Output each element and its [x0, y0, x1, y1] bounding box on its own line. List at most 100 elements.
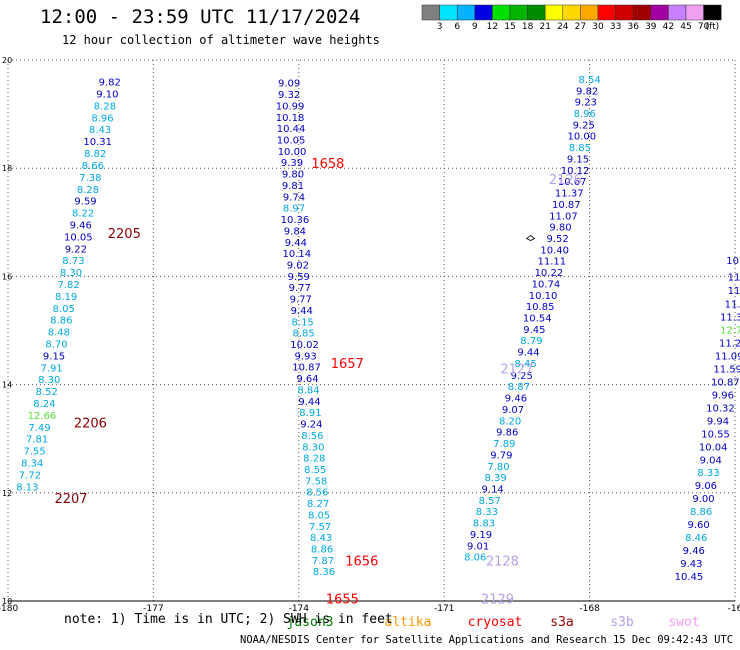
track-id-label: 2206	[74, 416, 107, 431]
wave-height-value: 8.96	[574, 109, 596, 120]
y-tick-label: 10	[2, 597, 12, 606]
wave-height-value: 9.39	[281, 158, 303, 169]
credit-line: NOAA/NESDIS Center for Satellite Applica…	[240, 634, 740, 646]
wave-height-value: 10	[726, 256, 739, 267]
wave-height-value: 10.00	[278, 147, 307, 158]
y-tick-label: 12	[2, 489, 12, 498]
wave-height-value: 9.44	[298, 397, 320, 408]
wave-height-value: 10.40	[540, 245, 569, 256]
wave-height-value: 8.45	[514, 359, 536, 370]
legend-swatch	[562, 4, 581, 21]
wave-height-value: 9.25	[573, 120, 595, 131]
wave-height-value: 9.82	[576, 86, 598, 97]
wave-height-value: 8.05	[53, 304, 75, 315]
wave-height-value: 9.15	[43, 351, 65, 362]
wave-height-value: 9.44	[291, 306, 313, 317]
wave-height-value: 8.87	[508, 382, 530, 393]
wave-height-value: 8.43	[89, 125, 111, 136]
legend-tick-label: 21	[539, 22, 550, 32]
legend-tick-label: 12	[487, 22, 498, 32]
track-id-label: 1656	[345, 554, 378, 569]
wave-height-value: 7.87	[312, 556, 334, 567]
wave-height-value: 10.18	[276, 113, 305, 124]
wave-height-value: 10.74	[532, 279, 561, 290]
wave-height-value: 9.22	[65, 244, 87, 255]
wave-height-value: 8.85	[293, 329, 315, 340]
wave-height-value: 8.28	[77, 185, 99, 196]
wave-height-value: 10.31	[83, 137, 112, 148]
wave-height-value: 7.57	[309, 522, 331, 533]
wave-height-value: 7.72	[19, 470, 41, 481]
wave-height-value: 9.09	[278, 79, 300, 90]
wave-height-value: 8.55	[304, 465, 326, 476]
track-id-label: 1657	[331, 357, 364, 372]
wave-height-value: 9.07	[502, 405, 524, 416]
wave-height-value: 8.86	[311, 545, 333, 556]
wave-height-value: 9.43	[680, 559, 702, 570]
x-tick-label: -174	[289, 604, 310, 614]
wave-height-value: 8.96	[91, 113, 113, 124]
wave-height-value: 8.27	[307, 499, 329, 510]
legend-swatch	[456, 4, 476, 21]
wave-height-value: 8.52	[36, 387, 58, 398]
wave-height-value: 7.82	[57, 280, 79, 291]
wave-height-value: 10.67	[558, 177, 587, 188]
wave-height-value: 8.05	[308, 510, 330, 521]
wave-height-value: 11.2	[719, 338, 740, 349]
legend-tick-label: 15	[504, 22, 515, 32]
legend-swatch	[632, 4, 652, 21]
wave-height-value: 8.28	[303, 454, 325, 465]
wave-height-value: 10.55	[701, 429, 730, 440]
wave-height-value: 8.91	[299, 408, 321, 419]
legend-tick-label: 24	[557, 22, 569, 32]
wave-height-value: 9.96	[712, 390, 734, 401]
wave-height-value: 10.85	[526, 302, 555, 313]
wave-height-value: 7.81	[26, 435, 48, 446]
wave-height-value: 11.3	[720, 312, 740, 323]
wave-height-value: 9.14	[482, 484, 504, 495]
satellite-legend-altika: altika	[385, 615, 432, 630]
legend-tick-label: 27	[575, 22, 586, 32]
wave-height-value: 10.05	[277, 136, 306, 147]
wave-height-value: 12.7	[720, 325, 740, 336]
wave-height-value: 11.37	[555, 189, 584, 200]
wave-height-value: 9.46	[70, 220, 92, 231]
wave-height-value: 11	[728, 272, 740, 283]
wave-height-value: 10.32	[706, 403, 735, 414]
wave-height-value: 11.07	[549, 211, 578, 222]
wave-height-value: 8.33	[476, 507, 498, 518]
wave-height-value: 8.30	[302, 442, 324, 453]
satellite-legend-s3a: s3a	[550, 615, 573, 630]
wave-height-value: 11.	[725, 299, 740, 310]
wave-height-value: 9.77	[290, 295, 312, 306]
legend-swatch	[544, 4, 564, 21]
track-id-label: 1655	[326, 592, 359, 607]
wave-height-value: 10.87	[552, 200, 581, 211]
wave-height-value: 8.20	[499, 416, 521, 427]
legend-tick-label: 33	[610, 22, 621, 32]
legend-swatch	[421, 4, 440, 21]
wave-height-value: 8.57	[479, 496, 501, 507]
wave-height-value: 8.33	[697, 468, 719, 479]
x-tick-label: -180	[0, 604, 18, 614]
wave-height-value: 9.80	[549, 223, 571, 234]
wave-height-value: 8.34	[21, 459, 43, 470]
wave-height-value: 8.82	[84, 149, 106, 160]
wave-height-value: 10.14	[283, 249, 312, 260]
wave-height-value: 9.44	[517, 348, 539, 359]
legend-swatch	[580, 4, 599, 21]
wave-height-value: 9.46	[505, 394, 527, 405]
wave-height-value: 9.06	[695, 481, 717, 492]
wave-height-value: 8.46	[685, 533, 707, 544]
page-subtitle: 12 hour collection of altimeter wave hei…	[62, 33, 380, 47]
wave-height-value: 10.36	[281, 215, 310, 226]
wave-height-value: 8.15	[292, 317, 314, 328]
wave-height-value: 9.32	[278, 90, 300, 101]
wave-height-value: 9.15	[567, 154, 589, 165]
legend-tick-label: 45	[680, 22, 691, 32]
wave-height-value: 11.59	[713, 364, 740, 375]
marker-icon	[525, 235, 536, 241]
legend-swatch	[509, 4, 528, 21]
legend-swatch	[474, 4, 493, 21]
wave-height-value: 8.56	[306, 488, 328, 499]
